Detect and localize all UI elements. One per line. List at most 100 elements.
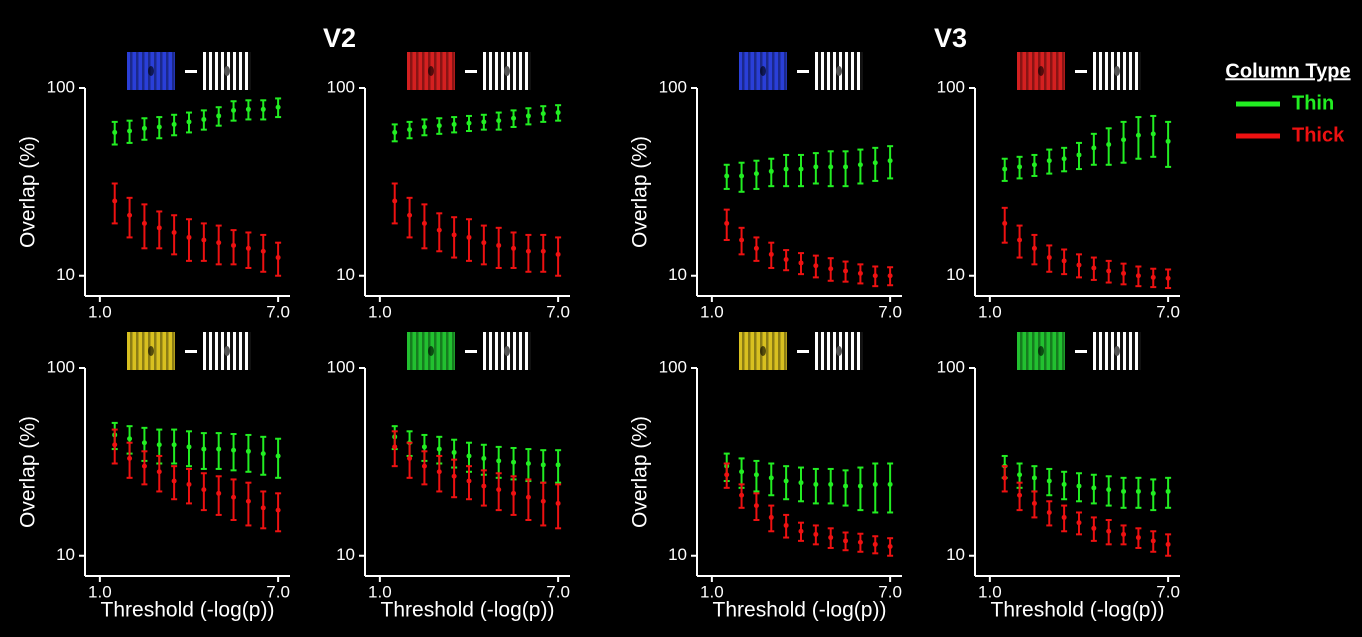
point — [784, 257, 789, 262]
point — [407, 213, 412, 218]
icon-stripe — [772, 332, 775, 370]
point — [556, 501, 561, 506]
point — [276, 105, 281, 110]
point — [798, 529, 803, 534]
point — [511, 491, 516, 496]
point — [127, 436, 132, 441]
icon-stripe — [160, 52, 163, 90]
point — [216, 113, 221, 118]
point — [496, 243, 501, 248]
icon-bw-stripe — [242, 52, 245, 90]
icon-stripe — [172, 332, 175, 370]
point — [437, 469, 442, 474]
icon-stripe — [136, 332, 139, 370]
icon-center — [1038, 66, 1044, 76]
y-axis-label: Overlap (%) — [629, 136, 652, 248]
point — [888, 544, 893, 549]
icon-stripe — [778, 52, 781, 90]
point — [437, 447, 442, 452]
icon-stripe — [1050, 332, 1053, 370]
point — [1091, 485, 1096, 490]
point — [784, 479, 789, 484]
icon-stripe — [416, 332, 419, 370]
icon-bw-stripe — [1096, 332, 1099, 370]
point — [112, 130, 117, 135]
point — [724, 221, 729, 226]
icon-bw-stripe — [1138, 332, 1141, 370]
icon-stripe — [1026, 332, 1029, 370]
icon-bw-stripe — [212, 52, 215, 90]
point — [261, 249, 266, 254]
point — [784, 167, 789, 172]
icon-stripe — [130, 52, 133, 90]
x-axis-label: Threshold (-log(p)) — [101, 599, 275, 622]
x-tick-label: 1.0 — [368, 302, 392, 321]
point — [1121, 137, 1126, 142]
icon-stripe — [1020, 52, 1023, 90]
point — [526, 461, 531, 466]
point — [127, 213, 132, 218]
icon-stripe — [452, 332, 455, 370]
point — [1151, 538, 1156, 543]
point — [1002, 167, 1007, 172]
icon-bw-stripe — [218, 332, 221, 370]
point — [1017, 472, 1022, 477]
point — [246, 499, 251, 504]
y-tick-label: 100 — [937, 357, 965, 376]
page: {"legend_title": "Column Type", "chart_d… — [0, 0, 1362, 637]
point — [541, 111, 546, 116]
legend-title: Column Type — [1225, 60, 1350, 82]
point — [157, 469, 162, 474]
point — [813, 482, 818, 487]
icon-bw-stripe — [528, 332, 531, 370]
icon-stripe — [742, 52, 745, 90]
point — [1121, 532, 1126, 537]
icon-stripe — [172, 52, 175, 90]
x-tick-label: 7.0 — [878, 302, 902, 321]
icon-bw-stripe — [842, 52, 845, 90]
point — [481, 240, 486, 245]
icon-center — [148, 66, 154, 76]
point — [1047, 255, 1052, 260]
icon-bw-stripe — [218, 52, 221, 90]
icon-stripe — [166, 332, 169, 370]
y-tick-label: 10 — [336, 545, 355, 564]
y-tick-label: 100 — [937, 77, 965, 96]
point — [739, 493, 744, 498]
point — [231, 243, 236, 248]
point — [828, 482, 833, 487]
group-title: V2 — [323, 23, 356, 53]
point — [496, 458, 501, 463]
point — [496, 118, 501, 123]
point — [261, 451, 266, 456]
icon-stripe — [772, 52, 775, 90]
icon-bw-stripe — [1108, 332, 1111, 370]
point — [1106, 142, 1111, 147]
icon-bw-stripe — [248, 52, 251, 90]
point — [1136, 489, 1141, 494]
icon-bw-stripe — [510, 52, 513, 90]
point — [216, 491, 221, 496]
point — [466, 121, 471, 126]
point — [172, 479, 177, 484]
icon-stripe — [766, 52, 769, 90]
icon-bw-stripe — [1132, 52, 1135, 90]
icon-stripe — [154, 332, 157, 370]
point — [466, 453, 471, 458]
icon-bw-stripe — [522, 332, 525, 370]
point — [1017, 493, 1022, 498]
icon-center — [428, 66, 434, 76]
point — [276, 453, 281, 458]
point — [828, 535, 833, 540]
icon-stripe — [446, 52, 449, 90]
point — [1121, 271, 1126, 276]
point — [798, 260, 803, 265]
point — [873, 482, 878, 487]
y-axis-label: Overlap (%) — [629, 416, 652, 528]
icon-bw-stripe — [1102, 332, 1105, 370]
icon-center — [148, 346, 154, 356]
y-axis-label: Overlap (%) — [17, 416, 40, 528]
point — [843, 484, 848, 489]
icon-minus — [1075, 350, 1087, 353]
point — [858, 162, 863, 167]
